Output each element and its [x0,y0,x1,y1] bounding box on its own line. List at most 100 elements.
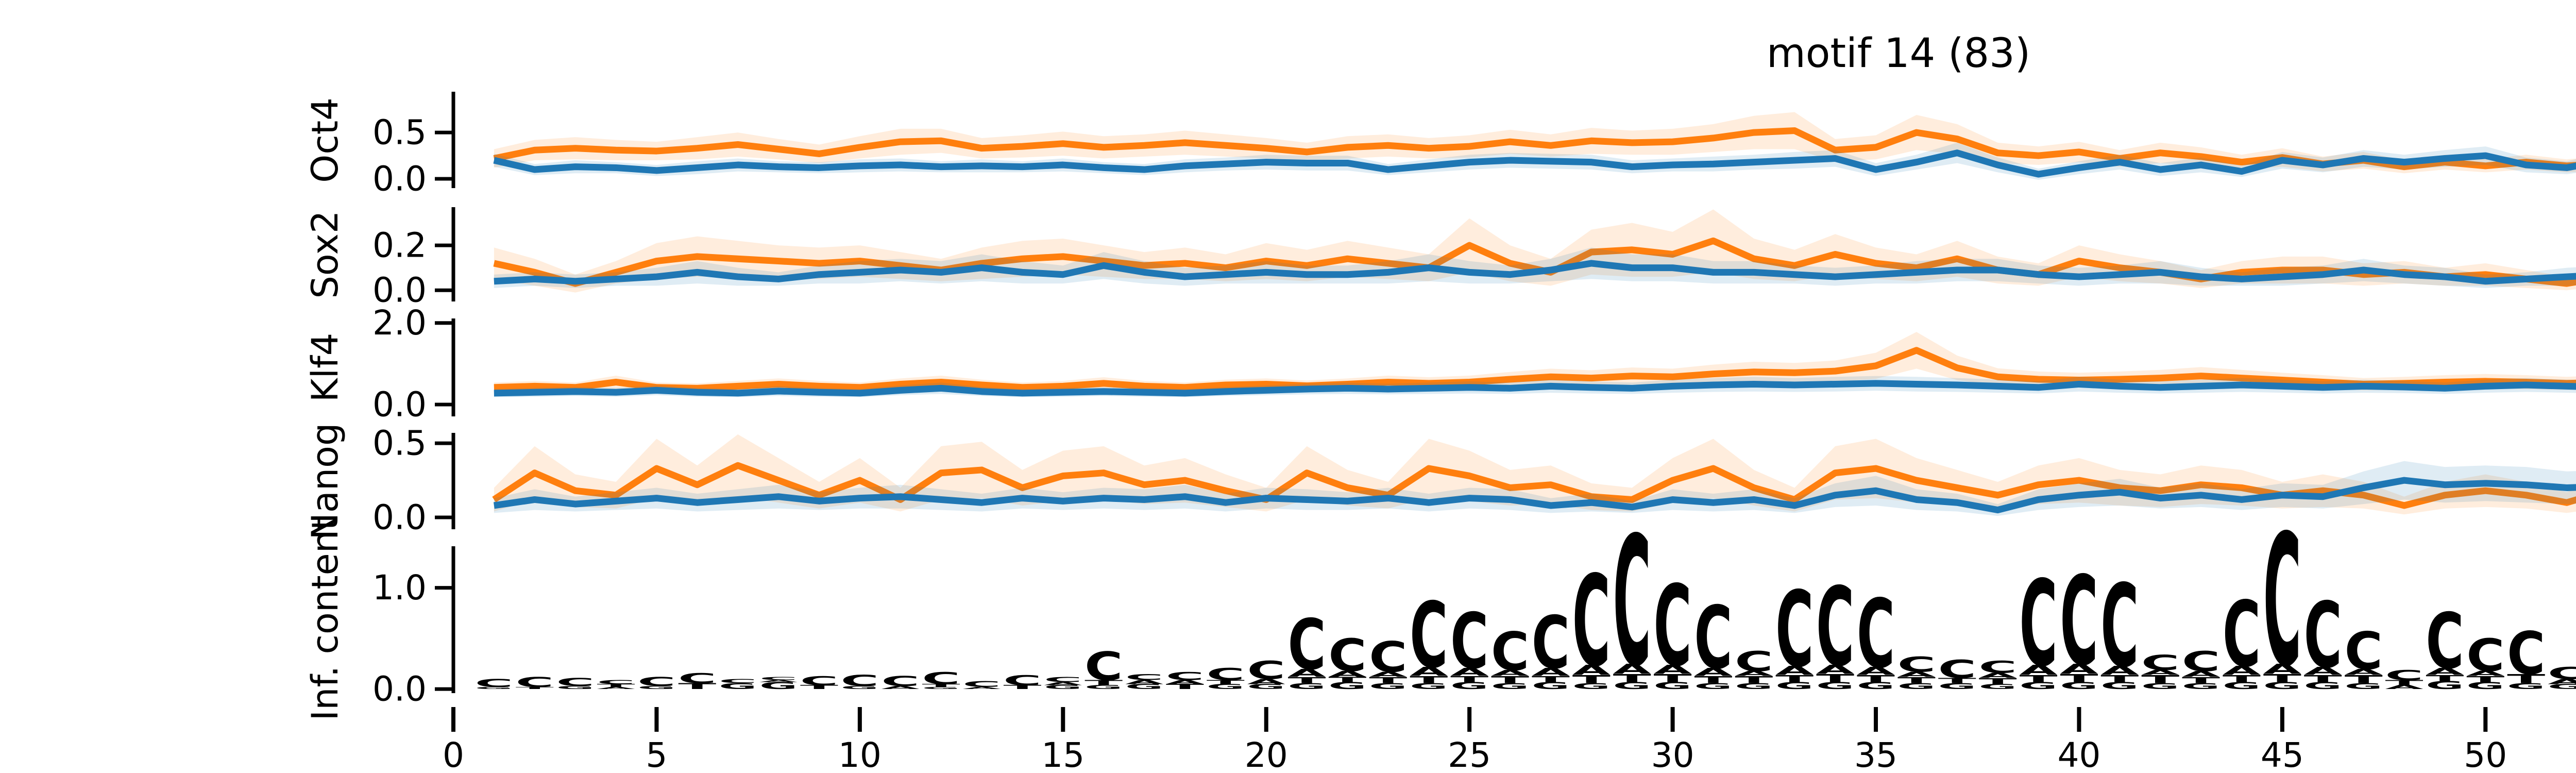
logo-letter-C: C [1369,634,1407,682]
logo-letter-G: G [1979,683,2017,691]
logo-letter-T: T [1694,674,1732,685]
logo-letter-C: C [1938,654,1976,684]
logo-letter-C: C [922,668,960,688]
logo-letter-G: G [1125,683,1163,691]
logo-letter-T: T [1328,676,1367,684]
logo-letter-G: G [1897,681,1936,691]
logo-letter-C: C [1410,583,1448,688]
logo-letter-C: C [882,674,920,690]
logo-letter-T: T [2182,675,2220,685]
logo-letter-A: A [2060,661,2098,677]
logo-letter-C: C [1979,658,2017,677]
logo-letter-G: G [637,685,675,690]
logo-letter-G: G [1735,681,1773,691]
logo-letter-A: A [1166,679,1204,685]
logo-letter-G: G [1207,683,1245,691]
logo-letter-A: A [2019,662,2058,678]
logo-letter-T: T [1288,675,1326,685]
logo-letter-G: G [2345,681,2383,691]
logo-letter-T: T [922,683,960,688]
x-tick-label: 30 [1651,735,1694,773]
logo-letter-T: T [1979,676,2017,686]
logo-letter-C: C [2141,650,2179,675]
y-tick-label: 0.2 [372,226,427,265]
logo-letter-G: G [2182,681,2220,691]
logo-letter-A: A [1044,681,1082,686]
logo-letter-C: C [2182,645,2220,677]
logo-letter-C: C [1775,569,1814,691]
logo-letter-C: C [1654,562,1692,691]
logo-letter-C: C [1816,564,1854,691]
logo-letter-C: C [1694,589,1732,688]
logo-letter-C: C [1125,673,1163,682]
x-tick-label: 35 [1854,735,1897,773]
logo-letter-G: G [1369,681,1407,691]
line-blue [493,149,2576,178]
x-tick-label: 20 [1245,735,1288,773]
logo-letter-G: G [922,686,960,690]
logo-letter-C: C [1084,644,1123,690]
logo-letter-T: T [1491,674,1529,685]
logo-letter-G: G [1084,684,1123,691]
logo-letter-A: A [597,686,635,690]
logo-letter-G: G [1654,680,1692,692]
logo-letter-A: A [2304,665,2342,678]
logo-letter-T: T [2345,673,2383,686]
logo-letter-A: A [882,685,920,690]
logo-letter-G: G [1532,680,1570,692]
logo-letter-C: C [516,675,554,691]
logo-letter-A: A [1816,662,1854,677]
y-tick-label: 0.0 [372,385,427,425]
logo-letter-T: T [1532,674,1570,684]
logo-letter-A: A [1450,666,1488,679]
logo-letter-A: A [1735,669,1773,678]
logo-letter-A: A [1897,670,1936,679]
line-orange [494,347,2576,392]
logo-letter-C: C [1328,630,1366,682]
logo-letter-A: A [1491,668,1530,678]
logo-letter-G: G [2426,679,2464,692]
ylabel-nanog: Nanog [304,423,346,540]
logo-letter-G: G [2019,680,2057,692]
logo-letter-A: A [1857,665,1895,678]
x-tick-label: 50 [2464,735,2507,773]
logo-letter-G: G [2466,680,2504,692]
ylabel-sox2: Sox2 [304,210,346,298]
line-blue [494,380,2576,397]
logo-letter-T: T [2426,673,2464,683]
logo-letter-C: C [597,679,635,685]
logo-letter-G: G [2263,680,2301,692]
logo-letter-T: T [678,681,716,691]
logo-letter-G: G [1410,681,1448,691]
logo-letter-C: C [1450,597,1488,686]
line-blue [493,477,2576,514]
logo-letter-A: A [1694,666,1732,679]
logo-letter-C: C [800,674,838,688]
logo-letter-C: C [1613,498,1651,705]
logo-letter-T: T [2304,673,2342,684]
logo-letter-T: T [1816,672,1854,685]
logo-letter-C: C [678,670,716,686]
logo-letter-G: G [1694,681,1732,691]
logo-letter-T: T [2507,671,2546,686]
logo-letter-C: C [2507,620,2545,688]
logo-letter-A: A [2223,663,2261,678]
logo-letter-G: G [2141,681,2179,691]
logo-letter-T: T [1654,672,1692,685]
logo-letter-A: A [2263,661,2302,677]
logo-letter-A: A [962,686,1001,690]
logo-letter-G: G [1857,680,1895,692]
logo-letter-C: C [1735,645,1773,677]
logo-letter-T: T [1410,674,1448,685]
logo-letter-C: C [1532,601,1570,685]
logo-letter-T: T [1735,674,1773,685]
logo-letter-A: A [1328,669,1367,679]
logo-letter-G: G [556,685,595,690]
line-orange [492,462,2576,509]
x-axis: 0510152025303540455055606570 [443,707,2507,773]
logo-letter-A: A [1613,661,1652,677]
y-tick-label: 2.0 [372,303,427,343]
logo-letter-A: A [2182,669,2221,679]
